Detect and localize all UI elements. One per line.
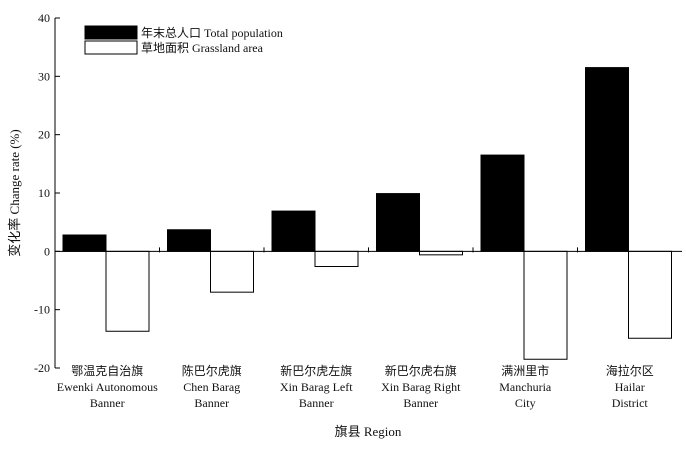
x-tick-label-c4-l1: 新巴尔虎右旗 <box>385 363 457 378</box>
bar-s1-c1 <box>62 234 107 252</box>
x-tick-label-c3-l2: Xin Barag Left <box>280 380 353 394</box>
y-tick-label-6: 40 <box>38 11 50 25</box>
bar-s2-c5 <box>523 250 568 360</box>
x-tick-label-c2-l3: Banner <box>194 396 229 410</box>
x-tick-label-c3-l3: Banner <box>299 396 334 410</box>
y-tick-label-0: -20 <box>34 361 50 375</box>
x-axis-title: 旗县 Region <box>335 424 402 439</box>
bar-s1-c3 <box>271 210 316 252</box>
x-tick-label-c6-l1: 海拉尔区 <box>606 363 654 378</box>
bar-s1-c5 <box>480 154 525 252</box>
x-tick-label-c2-l1: 陈巴尔虎旗 <box>182 363 242 378</box>
y-tick-label-4: 20 <box>38 128 50 142</box>
legend-swatch-grassland-area <box>84 40 138 55</box>
legend: 年末总人口 Total population 草地面积 Grassland ar… <box>84 25 283 55</box>
labels-layer: -20 -10 0 10 20 30 40 鄂温克自治旗 Ewenki Autonomous Ba… <box>34 11 654 410</box>
bar-s2-c3 <box>314 250 359 267</box>
legend-label-total-population: 年末总人口 Total population <box>141 26 283 40</box>
bar-s2-c2 <box>210 250 254 293</box>
y-tick-label-2: 0 <box>44 244 50 258</box>
x-tick-label-c4-l3: Banner <box>403 396 438 410</box>
x-tick-label-c2-l2: Chen Barag <box>183 380 240 394</box>
x-tick-label-c5-l2: Manchuria <box>499 380 552 394</box>
x-tick-label-c1-l3: Banner <box>90 396 125 410</box>
bar-s1-c4 <box>376 193 420 252</box>
x-tick-label-c3-l1: 新巴尔虎左旗 <box>280 363 352 378</box>
x-tick-label-c5-l3: City <box>515 396 536 410</box>
x-tick-label-c5-l1: 满洲里市 <box>501 363 549 378</box>
bar-s1-c6 <box>585 67 629 252</box>
bar-s2-c1 <box>105 250 150 332</box>
y-tick-label-1: -10 <box>34 303 50 317</box>
legend-swatch-total-population <box>84 25 138 40</box>
bar-s1-c2 <box>167 229 211 252</box>
x-tick-label-c1-l2: Ewenki Autonomous <box>57 380 158 394</box>
x-tick-label-c6-l3: District <box>612 396 649 410</box>
legend-label-grassland-area: 草地面积 Grassland area <box>141 41 264 55</box>
x-tick-label-c6-l2: Hailar <box>615 380 645 394</box>
bar-s2-c6 <box>628 250 672 339</box>
x-tick-label-c4-l2: Xin Barag Right <box>381 380 461 394</box>
bar-s2-c4 <box>419 250 463 256</box>
y-tick-label-3: 10 <box>38 186 50 200</box>
y-tick-label-5: 30 <box>38 69 50 83</box>
bars-layer <box>62 67 672 360</box>
y-axis-title: 变化率 Change rate (%) <box>7 129 22 256</box>
x-tick-label-c1-l1: 鄂温克自治旗 <box>71 363 143 378</box>
axes-layer <box>54 17 682 369</box>
